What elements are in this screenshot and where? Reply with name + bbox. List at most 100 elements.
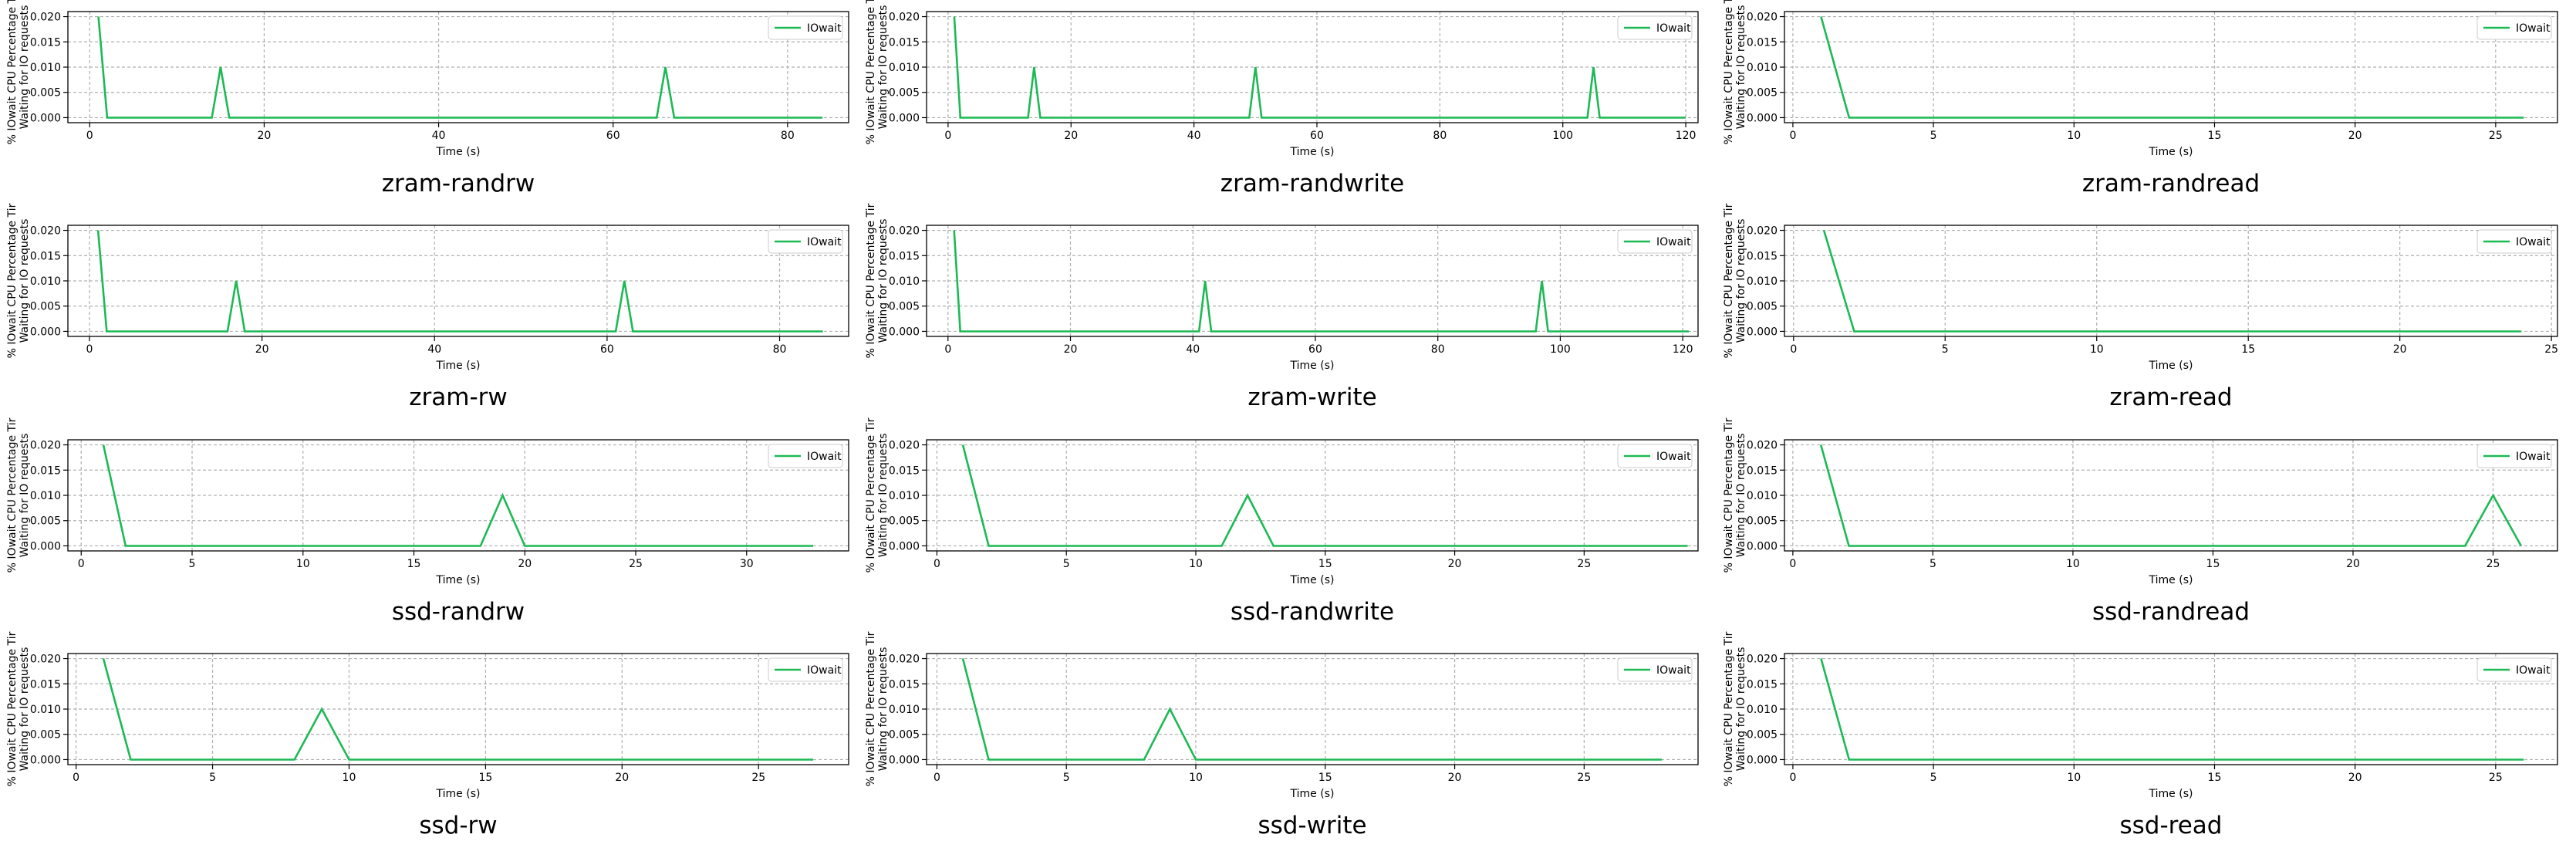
legend-label: IOwait <box>1656 236 1691 248</box>
y-axis-label-line2: Waiting for IO requests <box>877 5 890 130</box>
legend: IOwait <box>768 444 843 468</box>
y-axis-label-line2: Waiting for IO requests <box>877 434 890 558</box>
x-tick-label: 20 <box>1448 558 1462 570</box>
y-tick-label: 0.010 <box>1747 704 1778 716</box>
y-tick-label: 0.000 <box>1747 326 1778 338</box>
x-tick-label: 5 <box>1942 343 1949 356</box>
y-tick-label: 0.010 <box>30 62 61 74</box>
x-tick-label: 120 <box>1676 130 1697 142</box>
x-tick-label: 20 <box>2393 343 2407 356</box>
x-tick-label: 20 <box>2348 130 2362 142</box>
y-tick-label: 0.000 <box>889 112 920 124</box>
legend-label: IOwait <box>2516 236 2551 248</box>
y-tick-label: 0.000 <box>1747 754 1778 766</box>
x-tick-label: 5 <box>209 772 216 784</box>
x-tick-label: 5 <box>1930 772 1937 784</box>
legend: IOwait <box>2476 657 2552 682</box>
legend-box <box>1617 15 1693 40</box>
x-tick-label: 0 <box>1789 772 1796 784</box>
y-axis-label-line1: % IOwait CPU Percentage Tir <box>865 631 877 786</box>
x-tick-label: 20 <box>255 343 269 356</box>
legend: IOwait <box>768 229 843 254</box>
legend-box <box>1617 229 1693 254</box>
y-axis-label-line2: Waiting for IO requests <box>19 219 31 343</box>
x-tick-label: 60 <box>600 343 614 356</box>
x-axis-label: Time (s) <box>436 788 481 800</box>
y-tick-label: 0.010 <box>889 490 920 502</box>
legend-label: IOwait <box>807 236 842 248</box>
x-tick-label: 10 <box>1189 558 1203 570</box>
y-tick-label: 0.005 <box>30 301 61 313</box>
legend: IOwait <box>2476 229 2552 254</box>
subplot-title: ssd-randwrite <box>1231 598 1394 626</box>
x-tick-label: 100 <box>1550 343 1571 356</box>
legend: IOwait <box>2476 15 2552 40</box>
y-tick-label: 0.005 <box>1747 301 1778 313</box>
y-tick-label: 0.020 <box>889 12 920 24</box>
legend: IOwait <box>768 657 843 682</box>
y-axis-label-line2: Waiting for IO requests <box>1735 647 1747 772</box>
series-line-IOwait <box>97 16 823 119</box>
y-tick-label: 0.020 <box>30 12 61 24</box>
y-axis-label-line1: % IOwait CPU Percentage Tir <box>1723 0 1735 144</box>
legend-box <box>768 229 843 254</box>
y-tick-label: 0.005 <box>30 87 61 100</box>
x-tick-label: 40 <box>432 130 446 142</box>
y-tick-label: 0.015 <box>889 464 920 477</box>
y-tick-label: 0.010 <box>1747 275 1778 288</box>
y-tick-label: 0.005 <box>889 515 920 528</box>
x-axis-label: Time (s) <box>2149 574 2193 586</box>
subplot-ssd-randwrite: 0 5 10 15 20 25 0.000 0.005 0.010 0.015 0.020 Time … <box>865 417 1699 626</box>
x-tick-label: 80 <box>1431 343 1445 356</box>
x-axis-label: Time (s) <box>1290 360 1335 372</box>
x-tick-label: 0 <box>86 343 93 356</box>
y-axis-label-line1: % IOwait CPU Percentage Tir <box>865 417 877 573</box>
x-tick-label: 10 <box>2067 130 2081 142</box>
x-tick-label: 25 <box>1577 772 1591 784</box>
y-axis-label-line2: Waiting for IO requests <box>19 647 31 772</box>
y-tick-label: 0.005 <box>889 729 920 741</box>
series-line-IOwait <box>102 444 813 547</box>
x-tick-label: 15 <box>2206 558 2220 570</box>
legend-label: IOwait <box>1656 22 1691 35</box>
y-axis-label-line2: Waiting for IO requests <box>19 5 31 130</box>
subplot-title: ssd-randrw <box>392 598 525 626</box>
x-tick-label: 40 <box>427 343 441 356</box>
x-tick-label: 80 <box>781 130 795 142</box>
y-tick-label: 0.000 <box>889 540 920 552</box>
legend-label: IOwait <box>807 22 842 35</box>
y-tick-label: 0.020 <box>889 440 920 452</box>
x-axis-label: Time (s) <box>1290 788 1335 800</box>
y-tick-label: 0.015 <box>889 678 920 691</box>
x-tick-label: 15 <box>1318 558 1332 570</box>
y-axis-label-line2: Waiting for IO requests <box>1735 5 1747 130</box>
legend-label: IOwait <box>2516 22 2551 35</box>
legend-box <box>768 15 843 40</box>
legend-box <box>2476 15 2552 40</box>
y-tick-label: 0.005 <box>889 301 920 313</box>
y-axis-label-line1: % IOwait CPU Percentage Tir <box>6 631 19 786</box>
y-tick-label: 0.020 <box>889 654 920 666</box>
x-axis-label: Time (s) <box>2149 360 2193 372</box>
x-tick-label: 60 <box>606 130 620 142</box>
x-tick-label: 0 <box>1789 558 1796 570</box>
x-tick-label: 5 <box>1930 130 1937 142</box>
y-tick-label: 0.015 <box>30 36 61 49</box>
y-tick-label: 0.015 <box>1747 464 1778 477</box>
x-tick-label: 5 <box>1929 558 1936 570</box>
x-tick-label: 80 <box>1433 130 1447 142</box>
x-tick-label: 20 <box>1448 772 1462 784</box>
y-tick-label: 0.000 <box>889 326 920 338</box>
y-tick-label: 0.010 <box>889 62 920 74</box>
legend-box <box>2476 657 2552 682</box>
subplot-ssd-write: 0 5 10 15 20 25 0.000 0.005 0.010 0.015 0.020 Time … <box>865 631 1699 839</box>
y-axis-label-line1: % IOwait CPU Percentage Tir <box>6 203 19 358</box>
x-tick-label: 15 <box>2208 130 2222 142</box>
y-tick-label: 0.010 <box>30 490 61 502</box>
y-tick-label: 0.015 <box>889 250 920 262</box>
x-tick-label: 40 <box>1187 130 1201 142</box>
subplot-title: zram-rw <box>409 383 508 411</box>
series-line-IOwait <box>961 444 1688 547</box>
x-tick-label: 5 <box>1063 558 1070 570</box>
x-axis-label: Time (s) <box>436 360 481 372</box>
